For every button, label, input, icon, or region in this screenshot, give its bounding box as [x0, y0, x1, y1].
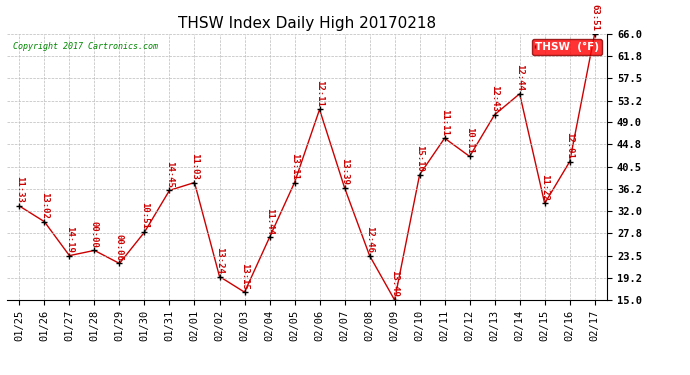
Text: 12:43: 12:43: [490, 85, 499, 112]
Text: 12:46: 12:46: [365, 226, 374, 253]
Text: 13:15: 13:15: [240, 262, 249, 290]
Text: 63:51: 63:51: [590, 4, 599, 31]
Text: 10:11: 10:11: [465, 127, 474, 154]
Text: 12:11: 12:11: [315, 80, 324, 106]
Text: 10:51: 10:51: [140, 202, 149, 229]
Title: THSW Index Daily High 20170218: THSW Index Daily High 20170218: [178, 16, 436, 31]
Text: 00:06: 00:06: [115, 234, 124, 261]
Text: 14:45: 14:45: [165, 161, 174, 188]
Text: 11:33: 11:33: [15, 176, 24, 203]
Text: 13:11: 13:11: [290, 153, 299, 180]
Text: Copyright 2017 Cartronics.com: Copyright 2017 Cartronics.com: [13, 42, 158, 51]
Text: 11:03: 11:03: [190, 153, 199, 180]
Text: 13:24: 13:24: [215, 247, 224, 274]
Text: 15:10: 15:10: [415, 145, 424, 172]
Text: 13:02: 13:02: [40, 192, 49, 219]
Text: 11:22: 11:22: [540, 174, 549, 201]
Text: 13:39: 13:39: [340, 158, 349, 185]
Text: 11:44: 11:44: [265, 208, 274, 235]
Legend: THSW  (°F): THSW (°F): [532, 39, 602, 55]
Text: 00:00: 00:00: [90, 221, 99, 248]
Text: 12:01: 12:01: [565, 132, 574, 159]
Text: 14:19: 14:19: [65, 226, 74, 253]
Text: 13:49: 13:49: [390, 270, 399, 297]
Text: 12:44: 12:44: [515, 64, 524, 91]
Text: 11:11: 11:11: [440, 108, 449, 135]
